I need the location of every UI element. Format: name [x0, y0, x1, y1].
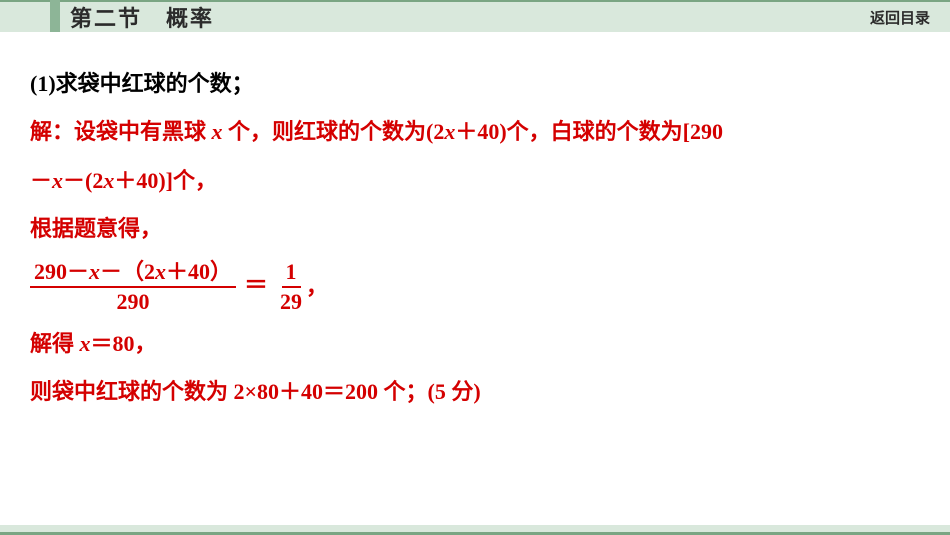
denominator: 29	[276, 288, 306, 314]
header-accent	[50, 0, 60, 32]
var-x: x	[103, 168, 114, 193]
solution-line-3: 根据题意得，	[30, 205, 920, 253]
question-text: (1)求袋中红球的个数；	[30, 60, 920, 108]
var-x: x	[80, 331, 91, 356]
content-area: (1)求袋中红球的个数； 解：设袋中有黑球 x 个，则红球的个数为(2x＋40)…	[0, 32, 950, 417]
equals-sign: ＝	[236, 260, 276, 313]
numerator: 1	[282, 260, 301, 288]
comma: ，	[306, 263, 328, 311]
text: ＋40)个，白球的个数为[290	[455, 119, 723, 144]
page-footer	[0, 525, 950, 535]
text: －（2	[100, 259, 155, 284]
var-x: x	[52, 168, 63, 193]
solution-line-5: 解得 x＝80，	[30, 320, 920, 368]
text: －(2	[63, 168, 103, 193]
equation-line: 290－x－（2x＋40） 290 ＝ 1 29 ，	[30, 254, 920, 320]
text: －	[30, 168, 52, 193]
solution-line-1: 解：设袋中有黑球 x 个，则红球的个数为(2x＋40)个，白球的个数为[290	[30, 108, 920, 156]
fraction-left: 290－x－（2x＋40） 290	[30, 260, 236, 314]
section-title: 第二节 概率	[70, 1, 214, 33]
text: 290－	[34, 259, 89, 284]
solution-line-2: －x－(2x＋40)]个，	[30, 157, 920, 205]
var-x: x	[89, 259, 100, 284]
text: ＝80，	[91, 331, 157, 356]
denominator: 290	[113, 288, 154, 314]
numerator: 290－x－（2x＋40）	[30, 260, 236, 288]
var-x: x	[444, 119, 455, 144]
page-header: 第二节 概率 返回目录	[0, 0, 950, 32]
var-x: x	[155, 259, 166, 284]
text: ＋40)]个，	[114, 168, 217, 193]
text: ＋40）	[166, 259, 232, 284]
text: 解得	[30, 331, 80, 356]
text: 解：设袋中有黑球	[30, 119, 212, 144]
solution-line-6: 则袋中红球的个数为 2×80＋40＝200 个；(5 分)	[30, 368, 920, 416]
text: 个，则红球的个数为(2	[223, 119, 445, 144]
var-x: x	[212, 119, 223, 144]
fraction-right: 1 29	[276, 260, 306, 314]
back-to-toc[interactable]: 返回目录	[870, 7, 930, 28]
